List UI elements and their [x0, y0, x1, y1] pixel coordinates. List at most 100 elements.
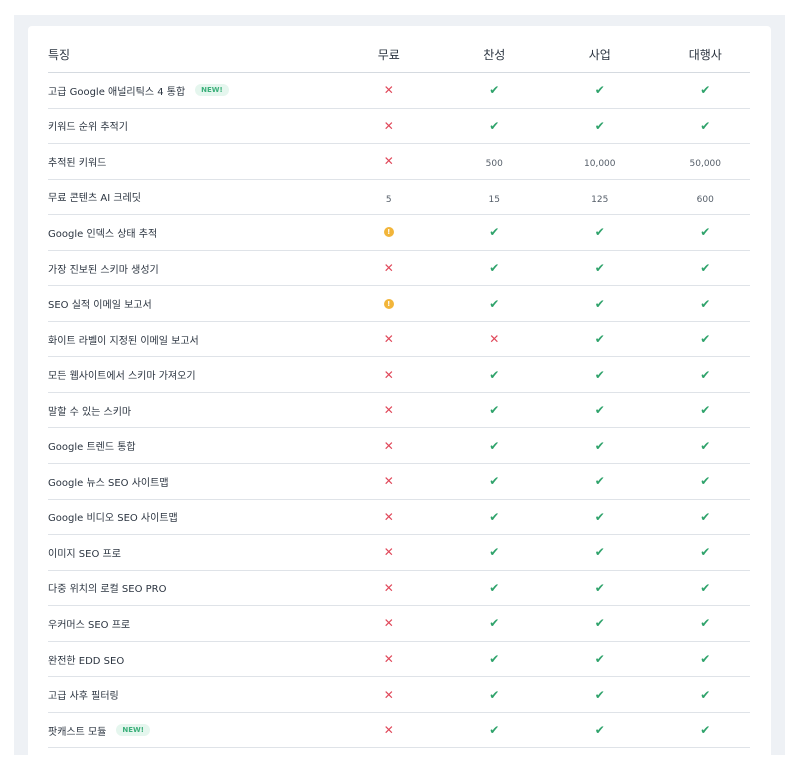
- plan-cell: ✔: [442, 474, 548, 488]
- feature-cell: 우커머스 SEO 프로: [48, 616, 338, 631]
- plan-cell: ✔: [547, 261, 653, 275]
- feature-label: Google 인덱스 상태 추적: [48, 228, 158, 240]
- plan-cell: ✔: [547, 403, 653, 417]
- check-icon: ✔: [700, 83, 711, 98]
- plan-cell: ✔: [442, 403, 548, 417]
- feature-cell: 말할 수 있는 스키마: [48, 403, 338, 418]
- cross-icon: ✕: [383, 83, 394, 98]
- cross-icon: ✕: [383, 687, 394, 702]
- plan-cell: ✔: [547, 225, 653, 239]
- plan-cell: ✕: [336, 154, 442, 168]
- feature-cell: 완전한 EDD SEO: [48, 652, 338, 667]
- check-icon: ✔: [700, 687, 711, 702]
- new-badge: NEW!: [116, 724, 150, 737]
- plan-cell: ✔: [653, 332, 759, 346]
- feature-cell: 무료 콘텐츠 AI 크레딧: [48, 189, 338, 204]
- plan-cell: ✔: [442, 510, 548, 524]
- plan-cell: ✔: [547, 545, 653, 559]
- feature-label: 다중 위치의 로컬 SEO PRO: [48, 584, 167, 596]
- check-icon: ✔: [700, 403, 711, 418]
- plan-cell: ✔: [547, 297, 653, 311]
- cross-icon: ✕: [383, 438, 394, 453]
- header-feature: 특징: [48, 47, 71, 62]
- plan-cell: 500: [442, 156, 548, 169]
- plan-value: 5: [385, 194, 392, 205]
- feature-label: Google 비디오 SEO 사이트맵: [48, 513, 178, 525]
- cross-icon: ✕: [383, 652, 394, 667]
- table-row: SEO 실적 이메일 보고서! ✔ ✔ ✔: [48, 286, 750, 322]
- plan-cell: 125: [547, 192, 653, 205]
- feature-label: 이미지 SEO 프로: [48, 548, 121, 560]
- check-icon: ✔: [700, 296, 711, 311]
- plan-cell: ✔: [547, 616, 653, 630]
- plan-cell: ✔: [653, 652, 759, 666]
- cross-icon: ✕: [383, 154, 394, 169]
- plan-cell: 15: [442, 192, 548, 205]
- plan-cell: ✔: [653, 297, 759, 311]
- plan-cell: ✔: [442, 652, 548, 666]
- plan-cell: ✔: [442, 581, 548, 595]
- table-row: 우커머스 SEO 프로 ✕ ✔ ✔ ✔: [48, 606, 750, 642]
- plan-cell: ✔: [653, 510, 759, 524]
- plan-cell: ✔: [653, 616, 759, 630]
- feature-cell: 화이트 라벨이 지정된 이메일 보고서: [48, 332, 338, 347]
- plan-cell: ✔: [547, 510, 653, 524]
- check-icon: ✔: [594, 580, 605, 595]
- check-icon: ✔: [594, 118, 605, 133]
- table-row: 고급 Google 애널리틱스 4 통합 NEW! ✕ ✔ ✔ ✔: [48, 73, 750, 109]
- table-row: 무료 콘텐츠 AI 크레딧 5 15 125 600: [48, 180, 750, 216]
- plan-cell: ✕: [336, 545, 442, 559]
- plan-cell: ✕: [336, 510, 442, 524]
- plan-value: 600: [696, 194, 714, 205]
- plan-cell: ✔: [653, 474, 759, 488]
- table-row: 말할 수 있는 스키마 ✕ ✔ ✔ ✔: [48, 393, 750, 429]
- plan-cell: ✕: [336, 119, 442, 133]
- check-icon: ✔: [594, 83, 605, 98]
- check-icon: ✔: [489, 580, 500, 595]
- header-plan-business: 사업: [588, 47, 611, 62]
- plan-cell: ✕: [336, 261, 442, 275]
- table-row: Google 트렌드 통합 ✕ ✔ ✔ ✔: [48, 428, 750, 465]
- plan-cell: ✔: [547, 581, 653, 595]
- table-row: 추적된 키워드 ✕ 500 10,000 50,000: [48, 144, 750, 180]
- check-icon: ✔: [489, 367, 500, 382]
- check-icon: ✔: [700, 723, 711, 738]
- plan-cell: ✔: [442, 688, 548, 702]
- plan-cell: ✕: [336, 439, 442, 453]
- plan-cell: ✔: [442, 616, 548, 630]
- plan-cell: ✔: [653, 83, 759, 97]
- plan-cell: ✔: [547, 83, 653, 97]
- plan-cell: ✔: [442, 225, 548, 239]
- plan-cell: ✔: [442, 368, 548, 382]
- feature-cell: Google 인덱스 상태 추적: [48, 225, 338, 240]
- check-icon: ✔: [489, 225, 500, 240]
- check-icon: ✔: [594, 474, 605, 489]
- check-icon: ✔: [700, 545, 711, 560]
- feature-label: 말할 수 있는 스키마: [48, 406, 132, 418]
- check-icon: ✔: [700, 474, 711, 489]
- plan-cell: ✔: [442, 297, 548, 311]
- plan-cell: !: [336, 298, 442, 309]
- plan-cell: 5: [336, 192, 442, 205]
- plan-cell: ✔: [547, 688, 653, 702]
- check-icon: ✔: [594, 438, 605, 453]
- cross-icon: ✕: [383, 509, 394, 524]
- check-icon: ✔: [700, 332, 711, 347]
- feature-label: SEO 실적 이메일 보고서: [48, 300, 152, 312]
- feature-cell: Google 비디오 SEO 사이트맵: [48, 509, 338, 524]
- plan-cell: ✔: [653, 261, 759, 275]
- table-row: 팟캐스트 모듈 NEW! ✕ ✔ ✔ ✔: [48, 713, 750, 749]
- cross-icon: ✕: [383, 403, 394, 418]
- header-plan-pro: 찬성: [483, 47, 506, 62]
- plan-cell: ✕: [336, 474, 442, 488]
- header-plan-free: 무료: [377, 47, 400, 62]
- cross-icon: ✕: [383, 474, 394, 489]
- check-icon: ✔: [700, 438, 711, 453]
- feature-label: 무료 콘텐츠 AI 크레딧: [48, 193, 141, 205]
- check-icon: ✔: [489, 296, 500, 311]
- check-icon: ✔: [489, 545, 500, 560]
- plan-cell: ✕: [336, 83, 442, 97]
- plan-cell: ✔: [653, 723, 759, 737]
- table-row: 이미지 SEO 프로 ✕ ✔ ✔ ✔: [48, 535, 750, 571]
- cross-icon: ✕: [383, 367, 394, 382]
